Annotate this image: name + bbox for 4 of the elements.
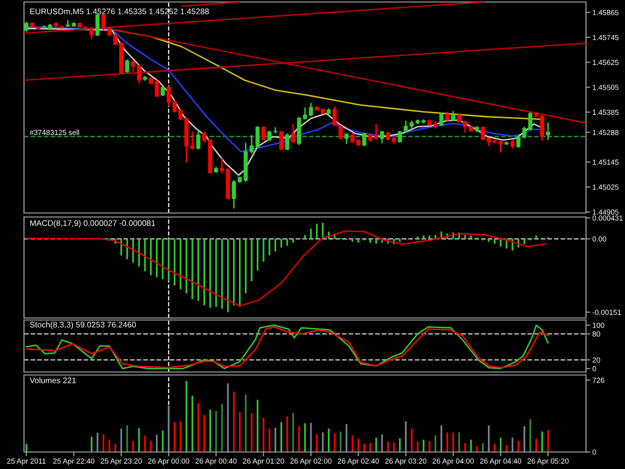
chart-title: MACD(8,17,9) 0.000027 -0.000081 bbox=[30, 220, 156, 228]
chart-title: Stoch(8,3,3) 59.0253 76.2460 bbox=[30, 322, 136, 330]
text: EURUSDm,M5 1.45276 1.45335 1.45252 1.45288 bbox=[30, 8, 209, 16]
chart-title: Volumes 221 bbox=[30, 377, 76, 384]
